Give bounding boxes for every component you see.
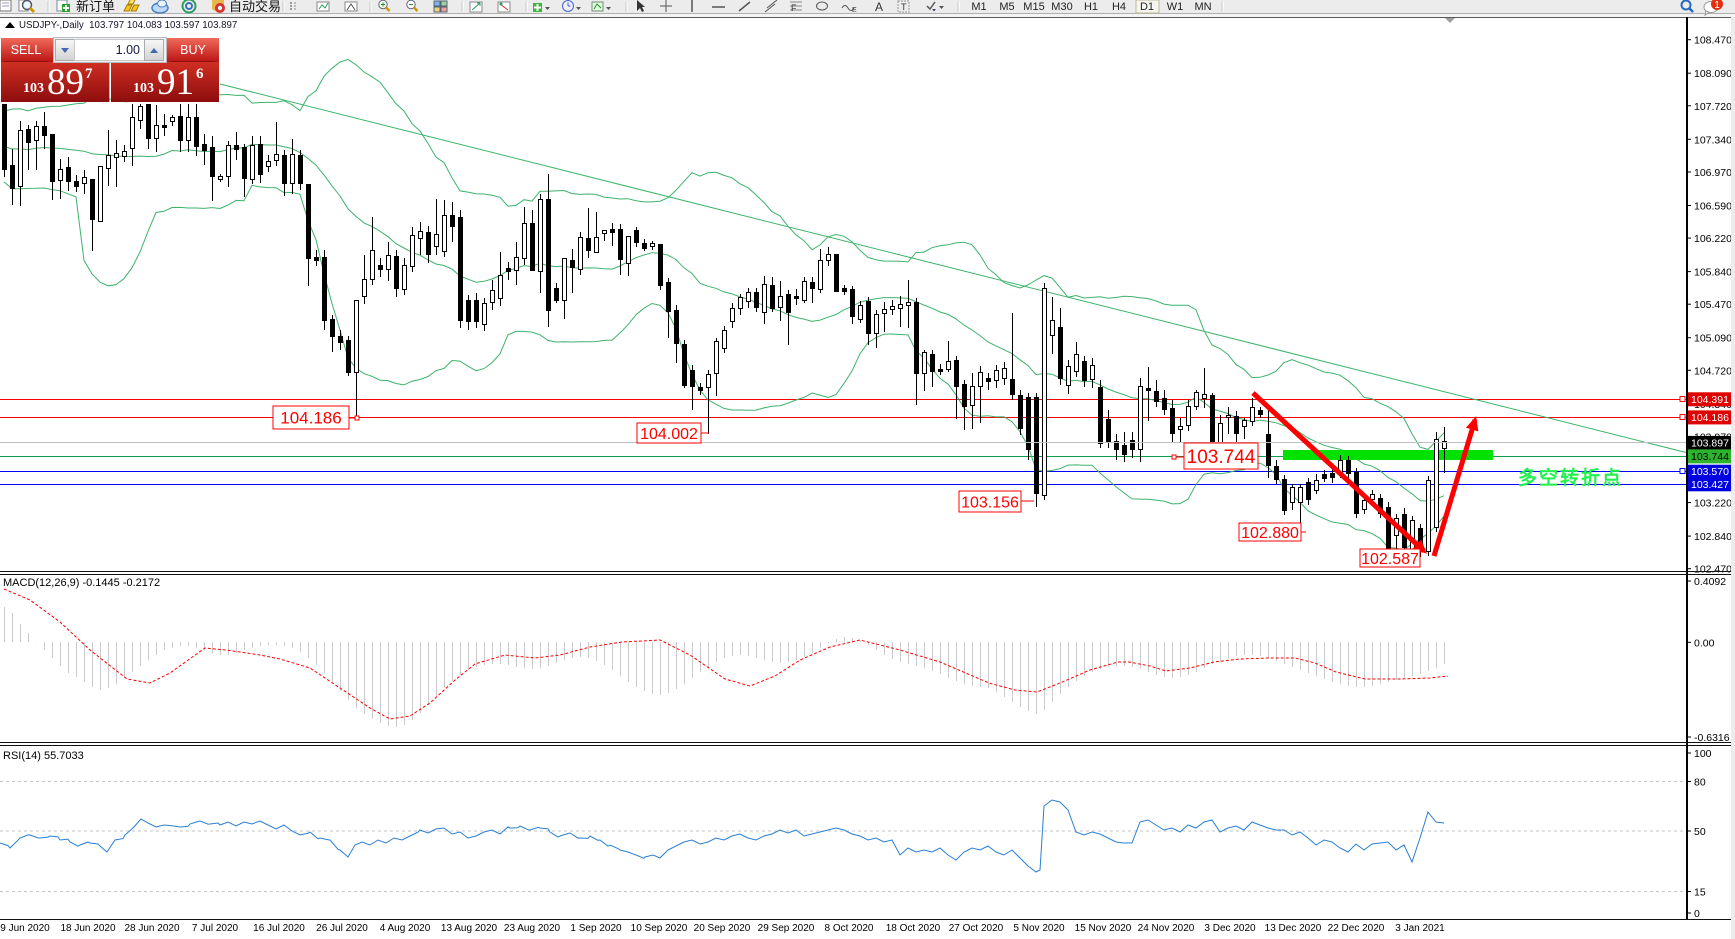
- svg-text:A: A: [875, 0, 883, 14]
- svg-text:8 Oct 2020: 8 Oct 2020: [825, 923, 874, 934]
- svg-text:104.720: 104.720: [1694, 365, 1732, 377]
- svg-text:1.00: 1.00: [116, 43, 140, 57]
- svg-text:7 Jul 2020: 7 Jul 2020: [192, 923, 239, 934]
- svg-text:M30: M30: [1051, 1, 1072, 13]
- svg-text:H4: H4: [1112, 1, 1126, 13]
- svg-text:3 Dec 2020: 3 Dec 2020: [1204, 923, 1256, 934]
- svg-text:13 Aug 2020: 13 Aug 2020: [441, 923, 498, 934]
- svg-text:24 Nov 2020: 24 Nov 2020: [1138, 923, 1195, 934]
- svg-text:3 Jan 2021: 3 Jan 2021: [1395, 923, 1445, 934]
- svg-text:27 Oct 2020: 27 Oct 2020: [949, 923, 1004, 934]
- svg-text:16 Jul 2020: 16 Jul 2020: [253, 923, 305, 934]
- svg-text:102.587: 102.587: [1361, 551, 1419, 568]
- svg-text:SELL: SELL: [11, 43, 42, 57]
- svg-text:20 Sep 2020: 20 Sep 2020: [694, 923, 751, 934]
- svg-text:108.090: 108.090: [1694, 68, 1732, 80]
- svg-text:106.970: 106.970: [1694, 167, 1732, 179]
- svg-text:50: 50: [1694, 826, 1706, 838]
- svg-text:106.590: 106.590: [1694, 201, 1732, 213]
- svg-text:BUY: BUY: [180, 43, 206, 57]
- svg-text:新订单: 新订单: [76, 0, 115, 14]
- svg-text:H1: H1: [1084, 1, 1098, 13]
- svg-text:105.840: 105.840: [1694, 267, 1732, 279]
- svg-text:102.880: 102.880: [1241, 525, 1299, 542]
- svg-text:103: 103: [133, 81, 154, 96]
- svg-text:4 Aug 2020: 4 Aug 2020: [380, 923, 431, 934]
- svg-text:T: T: [901, 2, 907, 12]
- svg-text:105.470: 105.470: [1694, 299, 1732, 311]
- svg-text:F: F: [791, 3, 797, 13]
- svg-text:106.220: 106.220: [1694, 233, 1732, 245]
- svg-text:103.156: 103.156: [961, 494, 1019, 511]
- svg-text:6: 6: [196, 66, 204, 82]
- svg-text:M15: M15: [1023, 1, 1044, 13]
- svg-text:28 Jun 2020: 28 Jun 2020: [124, 923, 179, 934]
- svg-text:9 Jun 2020: 9 Jun 2020: [0, 923, 50, 934]
- svg-text:29 Sep 2020: 29 Sep 2020: [758, 923, 815, 934]
- svg-text:USDJPY-,Daily 103.797 104.083: USDJPY-,Daily 103.797 104.083 103.597 10…: [19, 20, 237, 31]
- svg-text:18 Oct 2020: 18 Oct 2020: [886, 923, 941, 934]
- svg-text:M1: M1: [971, 1, 986, 13]
- svg-text:108.470: 108.470: [1694, 35, 1732, 47]
- svg-text:0.00: 0.00: [1694, 637, 1715, 649]
- svg-text:26 Jul 2020: 26 Jul 2020: [316, 923, 368, 934]
- svg-text:D1: D1: [1140, 1, 1154, 13]
- svg-text:89: 89: [47, 62, 84, 103]
- svg-text:1 Sep 2020: 1 Sep 2020: [570, 923, 622, 934]
- svg-text:104.186: 104.186: [1691, 412, 1729, 424]
- svg-text:105.090: 105.090: [1694, 333, 1732, 345]
- svg-text:22 Dec 2020: 22 Dec 2020: [1328, 923, 1385, 934]
- svg-text:104.391: 104.391: [1691, 394, 1729, 406]
- svg-text:103.744: 103.744: [1187, 447, 1256, 468]
- svg-text:15: 15: [1694, 887, 1706, 899]
- svg-text:E: E: [852, 7, 857, 14]
- svg-text:1: 1: [1714, 0, 1720, 11]
- svg-text:M5: M5: [999, 1, 1014, 13]
- svg-text:91: 91: [157, 62, 194, 103]
- svg-text:7: 7: [85, 66, 93, 82]
- svg-text:-0.6316: -0.6316: [1694, 732, 1730, 744]
- svg-text:103.744: 103.744: [1691, 451, 1729, 463]
- svg-text:23 Aug 2020: 23 Aug 2020: [504, 923, 561, 934]
- svg-text:0.4092: 0.4092: [1694, 576, 1726, 588]
- svg-text:自动交易: 自动交易: [229, 0, 281, 14]
- svg-text:13 Dec 2020: 13 Dec 2020: [1265, 923, 1322, 934]
- svg-text:15 Nov 2020: 15 Nov 2020: [1075, 923, 1132, 934]
- svg-text:102.470: 102.470: [1694, 564, 1732, 576]
- svg-text:103.570: 103.570: [1691, 466, 1729, 478]
- svg-text:107.340: 107.340: [1694, 134, 1732, 146]
- svg-text:MACD(12,26,9) -0.1445 -0.2172: MACD(12,26,9) -0.1445 -0.2172: [3, 577, 160, 589]
- svg-text:102.840: 102.840: [1694, 531, 1732, 543]
- svg-text:RSI(14) 55.7033: RSI(14) 55.7033: [3, 750, 84, 762]
- svg-text:18 Jun 2020: 18 Jun 2020: [60, 923, 115, 934]
- svg-text:80: 80: [1694, 777, 1706, 789]
- svg-text:103.220: 103.220: [1694, 498, 1732, 510]
- svg-text:104.186: 104.186: [280, 409, 341, 428]
- svg-text:0: 0: [1694, 908, 1700, 920]
- svg-text:10 Sep 2020: 10 Sep 2020: [631, 923, 688, 934]
- svg-text:5 Nov 2020: 5 Nov 2020: [1013, 923, 1065, 934]
- svg-text:W1: W1: [1167, 1, 1184, 13]
- svg-text:103.427: 103.427: [1691, 479, 1729, 491]
- svg-text:多空转折点: 多空转折点: [1518, 466, 1623, 489]
- svg-text:104.002: 104.002: [640, 426, 698, 443]
- svg-text:MN: MN: [1194, 1, 1211, 13]
- svg-text:107.720: 107.720: [1694, 101, 1732, 113]
- svg-text:100: 100: [1694, 748, 1712, 760]
- svg-text:103: 103: [23, 81, 44, 96]
- svg-text:103.897: 103.897: [1691, 437, 1729, 449]
